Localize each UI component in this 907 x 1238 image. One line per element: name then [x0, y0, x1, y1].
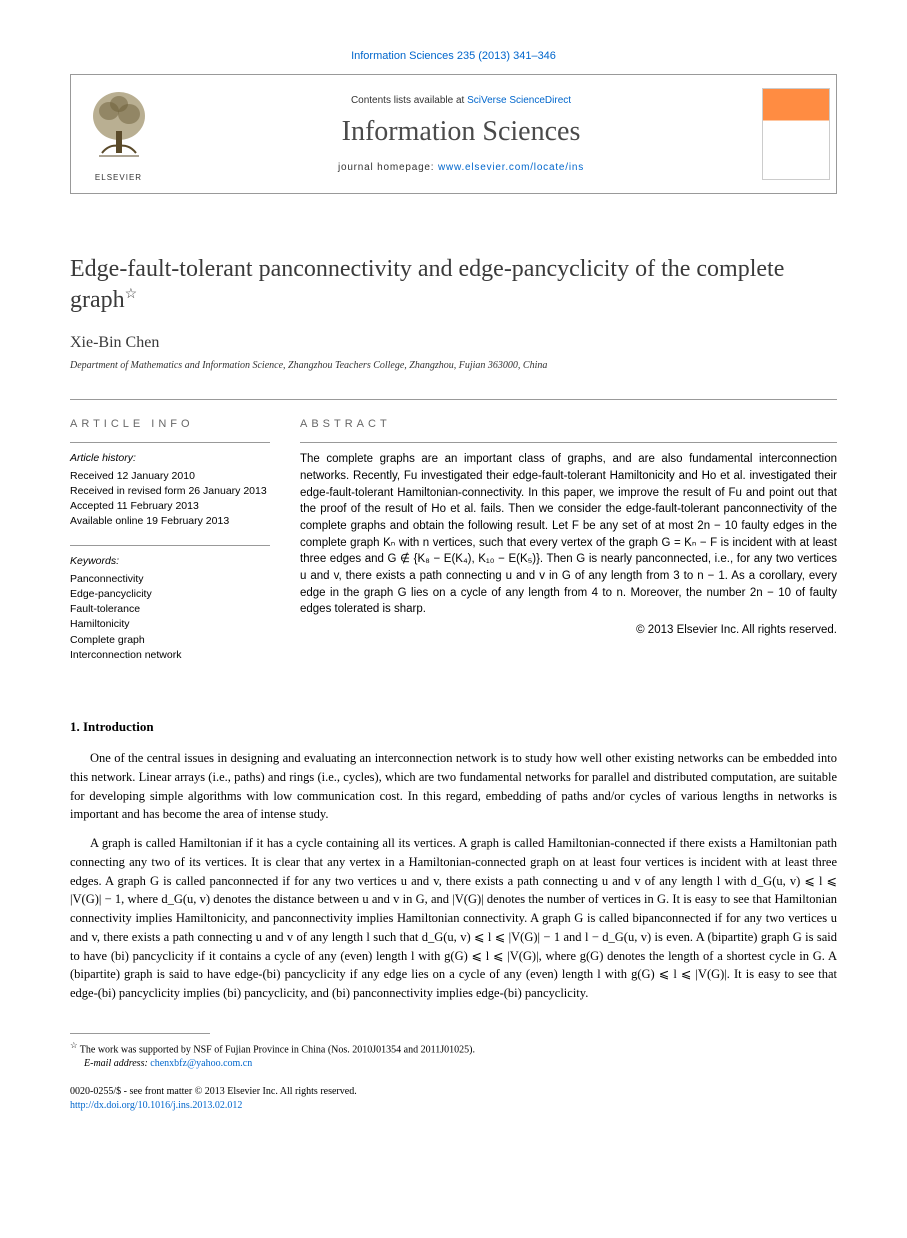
copyright-line: © 2013 Elsevier Inc. All rights reserved…	[300, 622, 837, 639]
keyword: Interconnection network	[70, 648, 270, 663]
author-name: Xie-Bin Chen	[70, 334, 837, 352]
email-label: E-mail address:	[84, 1058, 150, 1069]
history-line: Received in revised form 26 January 2013	[70, 484, 270, 499]
keyword: Fault-tolerance	[70, 602, 270, 617]
author-affiliation: Department of Mathematics and Informatio…	[70, 360, 837, 371]
footer-block: 0020-0255/$ - see front matter © 2013 El…	[70, 1085, 837, 1113]
body-paragraph: One of the central issues in designing a…	[70, 749, 837, 824]
keyword: Complete graph	[70, 633, 270, 648]
article-info-label: ARTICLE INFO	[70, 418, 270, 430]
homepage-link[interactable]: www.elsevier.com/locate/ins	[438, 162, 584, 173]
keyword: Hamiltonicity	[70, 617, 270, 632]
homepage-prefix: journal homepage:	[338, 162, 438, 173]
journal-title: Information Sciences	[342, 116, 581, 148]
funding-text: The work was supported by NSF of Fujian …	[77, 1044, 474, 1055]
author-email-link[interactable]: chenxbfz@yahoo.com.cn	[150, 1058, 252, 1069]
contents-prefix: Contents lists available at	[351, 95, 467, 106]
section-1-title: 1. Introduction	[70, 719, 837, 735]
article-history-block: Article history: Received 12 January 201…	[70, 442, 270, 529]
header-center: Contents lists available at SciVerse Sci…	[166, 75, 756, 193]
keyword: Edge-pancyclicity	[70, 587, 270, 602]
contents-line: Contents lists available at SciVerse Sci…	[351, 95, 571, 106]
abstract-text: The complete graphs are an important cla…	[300, 451, 837, 618]
sciencedirect-link[interactable]: SciVerse ScienceDirect	[467, 95, 571, 106]
keywords-label: Keywords:	[70, 554, 270, 569]
footnote-marker-icon: ☆	[125, 287, 138, 302]
email-footnote: E-mail address: chenxbfz@yahoo.com.cn	[70, 1057, 837, 1071]
history-line: Received 12 January 2010	[70, 469, 270, 484]
homepage-line: journal homepage: www.elsevier.com/locat…	[338, 162, 584, 173]
doi-link[interactable]: http://dx.doi.org/10.1016/j.ins.2013.02.…	[70, 1100, 242, 1111]
issn-line: 0020-0255/$ - see front matter © 2013 El…	[70, 1085, 837, 1099]
journal-reference: Information Sciences 235 (2013) 341–346	[70, 50, 837, 62]
keywords-block: Keywords: Panconnectivity Edge-pancyclic…	[70, 545, 270, 663]
abstract-label: ABSTRACT	[300, 418, 837, 430]
keyword: Panconnectivity	[70, 572, 270, 587]
history-line: Accepted 11 February 2013	[70, 499, 270, 514]
history-label: Article history:	[70, 451, 270, 466]
elsevier-tree-icon	[84, 86, 154, 171]
title-text: Edge-fault-tolerant panconnectivity and …	[70, 256, 784, 313]
journal-cover-thumbnail	[756, 75, 836, 193]
info-abstract-row: ARTICLE INFO Article history: Received 1…	[70, 399, 837, 679]
funding-footnote: ☆ The work was supported by NSF of Fujia…	[70, 1040, 837, 1057]
cover-image	[762, 88, 830, 180]
elsevier-label: ELSEVIER	[84, 173, 154, 182]
body-paragraph: A graph is called Hamiltonian if it has …	[70, 834, 837, 1003]
journal-header-box: ELSEVIER Contents lists available at Sci…	[70, 74, 837, 194]
article-info-column: ARTICLE INFO Article history: Received 1…	[70, 418, 270, 679]
article-title: Edge-fault-tolerant panconnectivity and …	[70, 254, 837, 316]
abstract-column: ABSTRACT The complete graphs are an impo…	[300, 418, 837, 679]
elsevier-logo: ELSEVIER	[71, 75, 166, 193]
history-line: Available online 19 February 2013	[70, 514, 270, 529]
abstract-block: The complete graphs are an important cla…	[300, 442, 837, 638]
footnote-rule	[70, 1033, 210, 1034]
